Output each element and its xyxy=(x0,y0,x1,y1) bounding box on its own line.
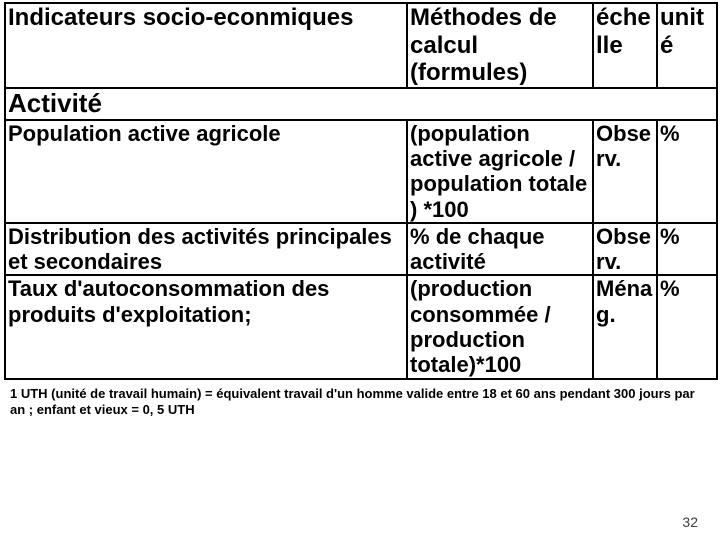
cell-unit: % xyxy=(657,223,717,276)
section-row: Activité xyxy=(5,88,717,120)
cell-formula: (population active agricole / population… xyxy=(407,120,593,223)
footnote-text: 1 UTH (unité de travail humain) = équiva… xyxy=(4,380,716,419)
page-container: Indicateurs socio-econmiques Méthodes de… xyxy=(0,0,720,540)
table-row: Distribution des activités principales e… xyxy=(5,223,717,276)
cell-unit: % xyxy=(657,120,717,223)
cell-indicator: Population active agricole xyxy=(5,120,407,223)
cell-indicator: Taux d'autoconsommation des produits d'e… xyxy=(5,275,407,378)
cell-scale: Observ. xyxy=(593,223,657,276)
indicators-table: Indicateurs socio-econmiques Méthodes de… xyxy=(4,2,718,380)
cell-unit: % xyxy=(657,275,717,378)
header-indicators: Indicateurs socio-econmiques xyxy=(5,3,407,88)
header-scale: échelle xyxy=(593,3,657,88)
cell-indicator: Distribution des activités principales e… xyxy=(5,223,407,276)
cell-formula: (production consommée / production total… xyxy=(407,275,593,378)
table-row: Population active agricole (population a… xyxy=(5,120,717,223)
page-number: 32 xyxy=(682,514,698,530)
table-header-row: Indicateurs socio-econmiques Méthodes de… xyxy=(5,3,717,88)
cell-scale: Observ. xyxy=(593,120,657,223)
header-methods: Méthodes de calcul (formules) xyxy=(407,3,593,88)
cell-scale: Ménag. xyxy=(593,275,657,378)
header-unit: unité xyxy=(657,3,717,88)
cell-formula: % de chaque activité xyxy=(407,223,593,276)
section-title: Activité xyxy=(5,88,717,120)
table-row: Taux d'autoconsommation des produits d'e… xyxy=(5,275,717,378)
